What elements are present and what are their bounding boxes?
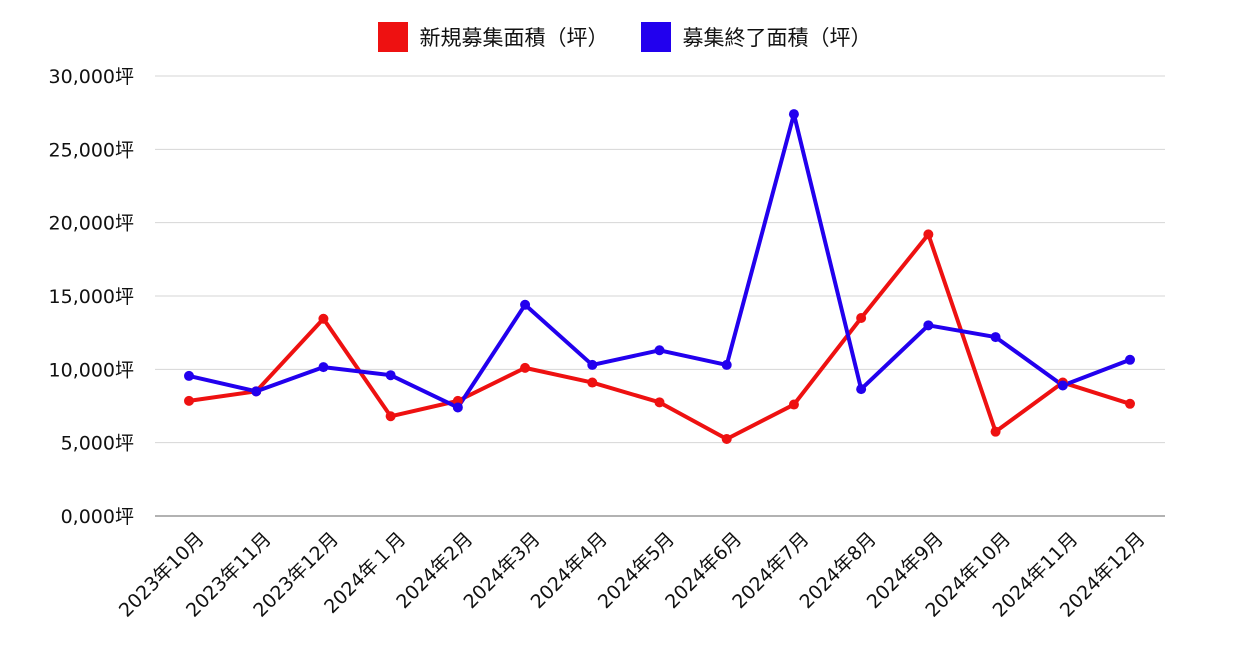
data-point	[520, 299, 531, 310]
data-point	[251, 386, 262, 397]
data-point	[184, 370, 194, 381]
data-point	[856, 384, 867, 395]
data-point	[1057, 380, 1068, 391]
data-point	[385, 411, 396, 422]
data-point	[385, 370, 396, 381]
data-point	[654, 345, 665, 356]
data-point	[721, 434, 732, 444]
data-point	[587, 359, 598, 370]
data-point	[1125, 398, 1135, 409]
data-point	[990, 426, 1001, 437]
y-tick-label: 10,000坪	[49, 359, 134, 381]
data-point	[520, 362, 531, 373]
legend-label-ended: 募集終了面積（坪）	[682, 26, 872, 50]
y-tick-label: 5,000坪	[61, 433, 134, 455]
data-point	[318, 362, 329, 373]
y-tick-label: 15,000坪	[49, 286, 134, 308]
data-point	[856, 313, 867, 323]
data-point	[452, 402, 463, 413]
legend-item-new: 新規募集面積（坪）	[377, 22, 609, 52]
legend-item-ended: 募集終了面積（坪）	[640, 22, 872, 52]
data-point	[721, 359, 732, 370]
y-tick-label: 20,000坪	[49, 213, 134, 235]
data-point	[923, 229, 934, 240]
legend-swatch-ended	[640, 22, 671, 52]
y-tick-label: 30,000坪	[49, 66, 134, 88]
data-point	[788, 399, 799, 410]
data-point	[184, 395, 194, 406]
data-point	[990, 332, 1001, 343]
y-tick-label: 25,000坪	[49, 139, 134, 161]
data-point	[318, 313, 329, 324]
y-tick-label: 0,000坪	[61, 506, 134, 528]
data-point	[1125, 354, 1135, 365]
data-point	[788, 109, 799, 120]
data-point	[923, 320, 934, 331]
series-line-1	[188, 112, 1131, 410]
legend-swatch-new	[377, 22, 408, 52]
data-point	[654, 397, 665, 408]
legend-label-new: 新規募集面積（坪）	[419, 26, 609, 50]
chart-legend: 新規募集面積（坪） 募集終了面積（坪）	[0, 22, 1249, 52]
data-point	[587, 377, 598, 388]
